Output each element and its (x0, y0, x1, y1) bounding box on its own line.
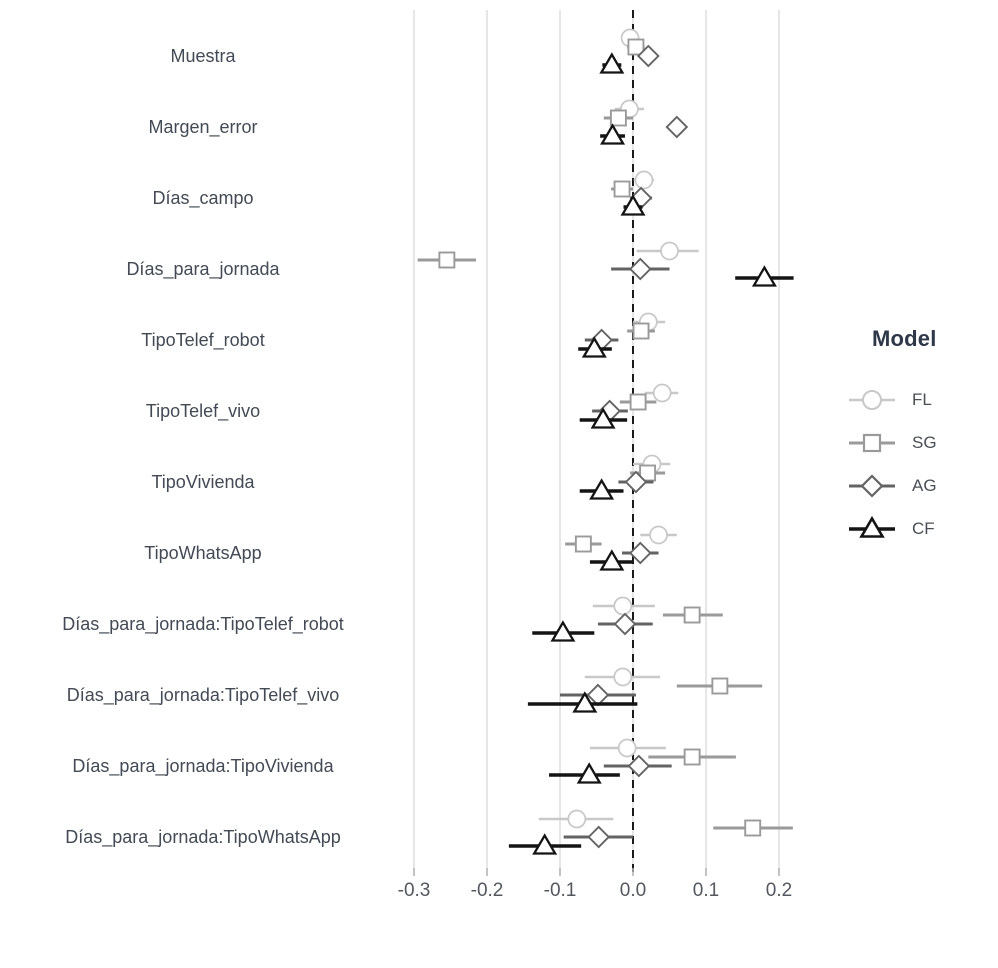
diamond-marker (587, 825, 611, 849)
category-label: TipoTelef_robot (141, 330, 264, 351)
x-tick-label: 0.1 (693, 880, 719, 901)
legend-item-CF: CF (846, 507, 996, 550)
category-label: TipoVivienda (151, 472, 255, 492)
triangle-marker (550, 620, 576, 642)
square-marker (632, 322, 650, 340)
circle-marker (862, 389, 882, 410)
diamond-legend-icon (849, 473, 895, 498)
square-legend-icon (849, 433, 895, 452)
legend-item-AG: AG (846, 464, 996, 507)
diamond-marker (624, 470, 648, 494)
category-label: Días_para_jornada (126, 259, 280, 280)
legend-title: Model (872, 326, 937, 351)
category-label: Días_para_jornada:TipoVivienda (72, 756, 334, 777)
circle-marker (660, 241, 679, 261)
category-label: Días_campo (152, 188, 253, 209)
circle-marker (649, 525, 668, 545)
diamond-marker (860, 473, 884, 498)
square-marker (438, 251, 456, 269)
triangle-marker (859, 515, 885, 538)
circle-marker (567, 809, 587, 829)
square-marker (683, 748, 701, 766)
diamond-marker (665, 115, 689, 139)
circle-marker (652, 383, 672, 403)
legend-item-FL: FL (846, 378, 996, 421)
square-marker (574, 535, 592, 553)
legend-label-CF: CF (912, 518, 935, 538)
triangle-legend-icon (849, 515, 895, 538)
category-label: Días_para_jornada:TipoTelef_robot (62, 614, 344, 635)
diamond-marker (628, 541, 652, 565)
category-label: TipoTelef_vivo (146, 401, 260, 422)
circle-legend-icon (849, 389, 895, 410)
square-marker (744, 819, 762, 837)
diamond-marker (628, 257, 652, 281)
legend-items: FL SG AG CF (846, 378, 996, 550)
triangle-marker (590, 407, 616, 429)
triangle-marker (620, 194, 646, 216)
category-label: Días_para_jornada:TipoTelef_vivo (67, 685, 340, 706)
triangle-marker (600, 123, 626, 145)
category-label: Días_para_jornada:TipoWhatsApp (65, 827, 341, 848)
x-tick-label: 0.0 (620, 880, 646, 901)
legend-label-AG: AG (912, 475, 937, 495)
circle-marker (613, 667, 633, 687)
triangle-marker (599, 52, 625, 74)
triangle-marker (581, 336, 607, 358)
circle-marker (613, 596, 633, 616)
square-marker (711, 677, 729, 695)
x-tick-label: -0.3 (398, 880, 431, 901)
legend-label-SG: SG (912, 432, 937, 452)
square-marker (683, 606, 701, 624)
category-label: TipoWhatsApp (144, 543, 261, 563)
triangle-marker (532, 833, 558, 855)
category-label: Margen_error (148, 117, 257, 138)
diamond-marker (586, 683, 610, 707)
legend-label-FL: FL (912, 389, 932, 409)
square-marker (627, 38, 645, 56)
triangle-marker (751, 265, 777, 287)
triangle-marker (576, 762, 602, 784)
square-marker (613, 180, 631, 198)
triangle-marker (589, 478, 615, 500)
triangle-marker (599, 549, 625, 571)
x-tick-label: -0.2 (471, 880, 504, 901)
diamond-marker (627, 754, 651, 778)
x-tick-label: -0.1 (544, 880, 577, 901)
diamond-marker (613, 612, 637, 636)
square-marker (862, 433, 882, 452)
triangle-marker (572, 691, 598, 713)
legend: Model FL SG AG CF (846, 326, 996, 550)
square-marker (609, 109, 627, 127)
category-label: Muestra (170, 46, 236, 66)
circle-marker (634, 170, 654, 190)
diamond-marker (636, 44, 660, 68)
legend-item-SG: SG (846, 421, 996, 464)
circle-marker (617, 738, 637, 758)
square-marker (629, 393, 647, 411)
x-tick-label: 0.2 (766, 880, 792, 901)
